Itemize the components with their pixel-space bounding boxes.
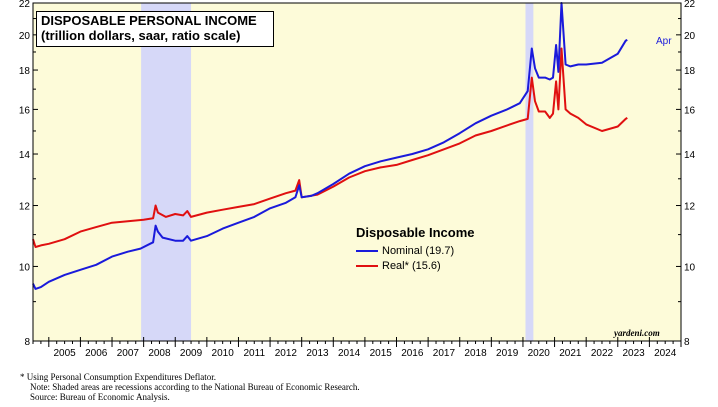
x-tick-label-2018: 2018 [464,348,487,359]
x-tick-label-2021: 2021 [559,348,582,359]
y-tick-label-left-12: 12 [19,202,31,213]
footnote-note: Note: Shaded areas are recessions accord… [30,382,360,392]
footnote-deflator: * Using Personal Consumption Expenditure… [20,372,216,382]
x-tick-label-2008: 2008 [148,348,171,359]
x-tick-label-2013: 2013 [306,348,329,359]
y-tick-label-right-10: 10 [684,262,696,273]
x-tick-label-2016: 2016 [401,348,424,359]
y-axis-left: 8 10 12 14 16 18 20 22 [19,0,38,348]
x-tick-label-2006: 2006 [85,348,108,359]
y-tick-label-left-22: 22 [19,0,31,10]
y-tick-label-right-8: 8 [684,337,690,348]
legend-label-real: Real* (15.6) [382,259,441,272]
chart-title: DISPOSABLE PERSONAL INCOME [41,13,257,28]
y-tick-label-right-14: 14 [684,150,696,161]
recession-band-1 [141,3,192,341]
chart-subtitle: (trillion dollars, saar, ratio scale) [41,28,241,43]
last-value-label: Apr [656,36,672,47]
footnotes: * Using Personal Consumption Expenditure… [20,372,360,402]
x-tick-label-2015: 2015 [370,348,393,359]
recession-bands [141,3,534,341]
y-tick-label-right-22: 22 [684,0,696,10]
series-line-real [32,47,628,248]
brand-watermark: yardeni.com [614,328,660,338]
legend-swatch-nominal [356,249,378,252]
legend-label-nominal: Nominal (19.7) [382,244,455,257]
y-tick-label-right-20: 20 [684,31,696,42]
legend: Disposable Income Nominal (19.7) Real* (… [356,225,474,273]
x-tick-label-2017: 2017 [433,348,456,359]
series-line-nominal [32,2,628,290]
x-tick-label-2023: 2023 [622,348,645,359]
x-tick-label-2020: 2020 [528,348,551,359]
plot-background [33,3,681,341]
x-tick-label-2011: 2011 [244,348,266,359]
y-tick-label-right-12: 12 [684,202,696,213]
legend-entry-real: Real* (15.6) [356,258,474,273]
legend-swatch-real [356,264,378,267]
x-tick-label-2005: 2005 [53,348,76,359]
recession-band-2 [525,3,534,341]
y-tick-label-left-14: 14 [19,150,31,161]
y-tick-label-left-10: 10 [19,262,31,273]
y-tick-label-right-18: 18 [684,66,696,77]
y-tick-label-left-16: 16 [19,105,31,116]
x-tick-label-2024: 2024 [654,348,677,359]
y-tick-label-right-16: 16 [684,105,696,116]
x-tick-label-2012: 2012 [275,348,298,359]
chart-title-box: DISPOSABLE PERSONAL INCOME (trillion dol… [36,11,274,47]
series-lines [32,2,628,290]
x-tick-label-2010: 2010 [212,348,235,359]
x-tick-label-2009: 2009 [180,348,203,359]
y-tick-label-left-20: 20 [19,31,31,42]
y-tick-label-left-18: 18 [19,66,31,77]
legend-title: Disposable Income [356,225,475,240]
x-axis: 2005 2006 2007 2008 2009 2010 2011 2012 2013 2014… [32,337,682,359]
y-axis-right: 8 10 12 14 16 18 20 22 [676,0,696,348]
legend-entry-nominal: Nominal (19.7) [356,243,474,258]
x-tick-label-2014: 2014 [338,348,361,359]
x-tick-label-2022: 2022 [591,348,614,359]
y-tick-label-left-8: 8 [24,337,30,348]
x-tick-label-2007: 2007 [117,348,140,359]
footnote-source: Source: Bureau of Economic Analysis. [30,392,170,402]
x-tick-label-2019: 2019 [496,348,519,359]
